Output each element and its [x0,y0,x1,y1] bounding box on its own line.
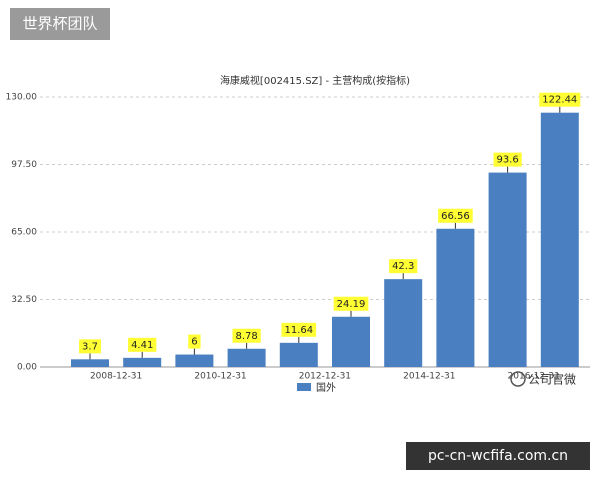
value-label-bg [281,322,317,337]
chart-title: 海康威视[002415.SZ] - 主营构成(按指标) [220,74,410,87]
value-label-bg [232,328,261,343]
watermark-bg [406,442,590,470]
bar [436,228,475,367]
bar [540,112,579,367]
value-label: 93.6 [496,155,518,166]
value-label: 8.78 [235,331,257,342]
x-tick-label: 2010-12-31 [194,372,246,382]
bar [488,172,527,367]
y-tick-label: 130.00 [6,93,38,103]
value-label-bg [188,334,201,349]
y-tick-label: 32.50 [11,295,37,305]
value-label-bg [333,296,369,311]
value-label: 4.41 [131,340,153,351]
value-label: 11.64 [284,325,313,336]
value-label: 6 [191,337,197,348]
legend-swatch [297,383,311,391]
x-tick-label: 2016-12-31 [508,372,560,382]
badge-icon [510,371,526,387]
bar [175,354,214,367]
value-label: 42.3 [392,261,414,272]
value-label: 24.19 [337,299,366,310]
watermark-text: 世界杯团队 [22,15,97,33]
value-label: 3.7 [82,341,98,352]
bar [279,342,318,367]
bar [384,279,423,367]
watermark-text: pc-cn-wcfifa.com.cn [428,448,568,464]
value-label-bg [79,339,101,354]
y-tick-label: 65.00 [11,228,37,238]
bar [332,316,370,367]
bar [123,357,162,367]
y-tick-label: 97.50 [11,160,37,170]
y-tick-label: 0.00 [17,363,37,373]
legend-label: 国外 [316,382,336,394]
value-label-bg [438,208,473,223]
badge-text: 公司官微 [528,372,576,387]
bar [71,359,109,367]
value-label-bg [493,152,522,167]
value-label: 122.44 [542,95,577,106]
watermark-bg [10,8,110,40]
value-label-bg [539,92,581,107]
value-label-bg [128,337,157,352]
value-label: 66.56 [441,211,470,222]
bar [227,348,266,367]
x-tick-label: 2012-12-31 [299,372,351,382]
x-tick-label: 2014-12-31 [403,372,455,382]
x-tick-label: 2008-12-31 [90,372,142,382]
value-label-bg [389,259,418,274]
